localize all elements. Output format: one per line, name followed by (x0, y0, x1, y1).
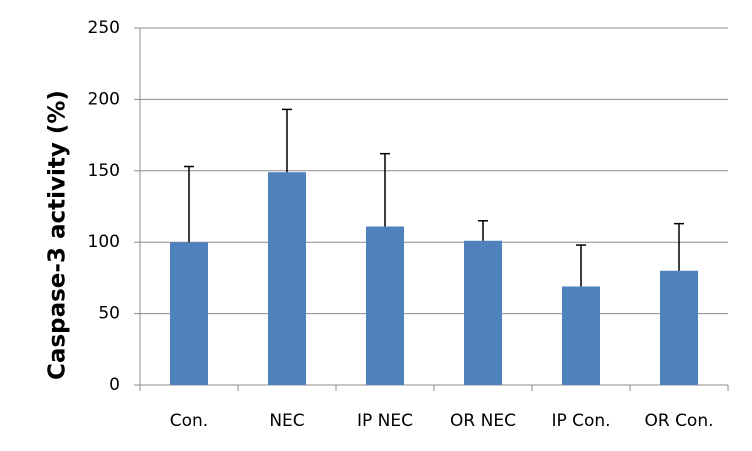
bar (464, 240, 502, 385)
x-tick-label: OR NEC (450, 411, 516, 431)
bar (366, 226, 404, 385)
y-tick-label: 200 (88, 89, 120, 109)
bar (268, 172, 306, 385)
y-tick-label: 250 (88, 18, 120, 38)
x-tick-label: IP NEC (357, 411, 413, 431)
x-tick-label: IP Con. (551, 411, 610, 431)
y-tick-label: 100 (88, 232, 120, 252)
y-tick-label: 50 (98, 304, 120, 324)
y-axis-label: Caspase-3 activity (%) (45, 90, 71, 380)
y-tick-label: 0 (109, 375, 120, 395)
bar (170, 242, 208, 385)
y-tick-label: 150 (88, 161, 120, 181)
bar (660, 270, 698, 385)
x-tick-label: NEC (269, 411, 304, 431)
x-tick-label: OR Con. (644, 411, 713, 431)
x-tick-label: Con. (170, 411, 208, 431)
bar (562, 286, 600, 385)
